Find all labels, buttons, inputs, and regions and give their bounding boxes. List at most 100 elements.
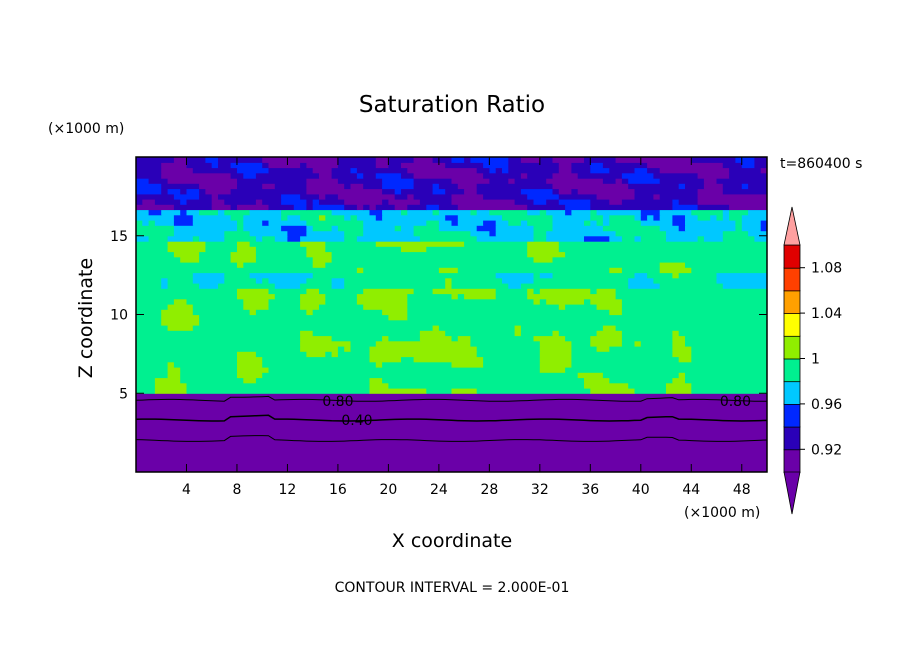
x-tick-label: 36 [581,482,599,498]
field-cell [205,246,238,253]
field-cell [363,304,408,310]
field-cell [413,193,453,200]
field-cell [634,188,699,195]
field-cell [136,241,169,247]
field-cell [457,335,471,342]
field-cell [218,209,225,216]
field-cell [659,262,686,268]
x-tick-label: 24 [430,482,448,498]
field-cell [205,241,238,247]
field-cell [136,256,181,263]
field-cell [325,293,358,300]
field-cell [230,251,257,258]
field-cell [483,193,528,200]
field-cell [685,340,767,347]
field-cell [237,262,244,268]
field-cell [419,335,453,342]
field-cell [685,372,767,379]
field-cell [312,204,345,211]
field-cell [237,356,263,363]
field-cell [136,430,767,436]
field-cell [533,230,547,237]
field-cell [136,388,156,394]
field-cell [375,214,383,221]
field-cell [268,204,295,211]
field-cell [438,325,516,331]
field-cell [596,288,617,295]
x-tick-label: 12 [279,482,297,498]
field-cell [306,251,333,258]
field-cell [136,440,767,447]
field-cell [438,220,453,226]
field-cell [552,214,591,221]
field-cell [558,241,767,247]
field-cell [672,351,692,358]
field-cell [495,225,535,232]
field-cell [590,220,598,226]
field-cell [136,403,767,410]
field-cell [167,372,181,379]
field-cell [306,246,326,253]
field-cell [375,340,472,347]
field-cell [413,230,471,237]
field-cell [224,209,251,216]
field-cell [173,361,238,368]
field-cell [590,335,623,342]
field-cell [224,277,257,284]
field-cell [337,162,377,169]
field-cell [136,193,175,200]
field-cell [337,225,364,232]
field-cell [489,230,497,237]
field-cell [438,183,459,190]
field-cell [476,235,535,242]
field-cell [445,214,459,221]
field-cell [527,246,560,253]
field-cell [552,272,636,279]
field-cell [268,162,301,169]
field-cell [571,356,680,363]
field-cell [281,225,307,232]
field-cell [186,388,371,394]
field-cell [306,230,345,237]
field-cell [413,183,434,190]
field-cell [375,204,396,211]
field-cell [565,251,767,258]
colorbar-label: 1 [811,352,820,368]
field-cell [754,157,767,163]
x-unit-label: (×1000 m) [684,505,760,521]
x-tick-label: 32 [531,482,549,498]
field-cell [659,193,699,200]
field-cell [596,220,604,226]
field-cell [136,272,194,279]
field-cell [685,335,767,342]
field-cell [325,214,345,221]
field-cell [237,361,263,368]
field-cell [136,235,150,242]
field-cell [306,204,314,211]
field-cell [375,361,383,368]
field-cell [678,330,767,337]
field-cell [634,235,642,242]
field-cell [445,283,453,289]
field-cell [243,298,270,305]
field-cell [628,382,667,389]
field-cell [634,272,648,279]
field-cell [470,230,490,237]
field-cell [602,162,648,169]
field-cell [344,235,358,242]
field-cell [199,319,767,326]
colorbar-segment [783,403,801,428]
field-cell [180,377,244,384]
field-cell [363,225,396,232]
field-cell [274,293,301,300]
field-cell [230,188,307,195]
field-cell [602,214,610,221]
field-cell [167,188,181,195]
field-cell [382,361,453,368]
field-cell [729,172,767,179]
field-cell [136,325,169,331]
field-cell [748,230,767,237]
field-cell [161,162,187,169]
field-cell [136,220,143,226]
field-cell [274,283,301,289]
